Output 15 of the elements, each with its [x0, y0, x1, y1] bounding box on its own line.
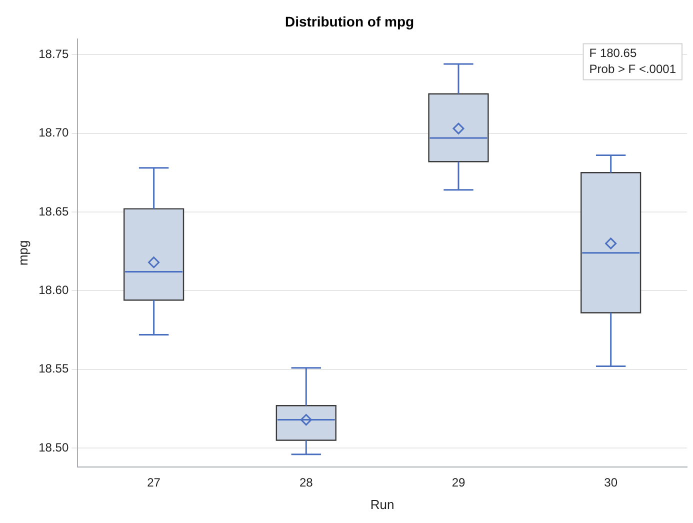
annotation: Prob > F <.0001 [589, 62, 676, 76]
x-tick-label: 29 [452, 476, 466, 490]
y-tick-label: 18.55 [38, 362, 69, 376]
annotation: F 180.65 [589, 46, 637, 60]
y-tick-label: 18.60 [38, 282, 69, 297]
x-axis-title: Run [370, 496, 394, 512]
y-tick-label: 18.75 [38, 46, 69, 61]
y-tick-label: 18.65 [38, 204, 69, 218]
x-tick-label: 30 [604, 476, 618, 490]
x-tick-label: 28 [299, 476, 314, 490]
y-tick-label: 18.70 [38, 126, 69, 140]
x-tick-label: 27 [147, 476, 161, 490]
y-axis-title: mpg [15, 240, 30, 266]
y-tick-label: 18.50 [38, 440, 69, 454]
chart-title: Distribution of mpg [284, 13, 414, 30]
